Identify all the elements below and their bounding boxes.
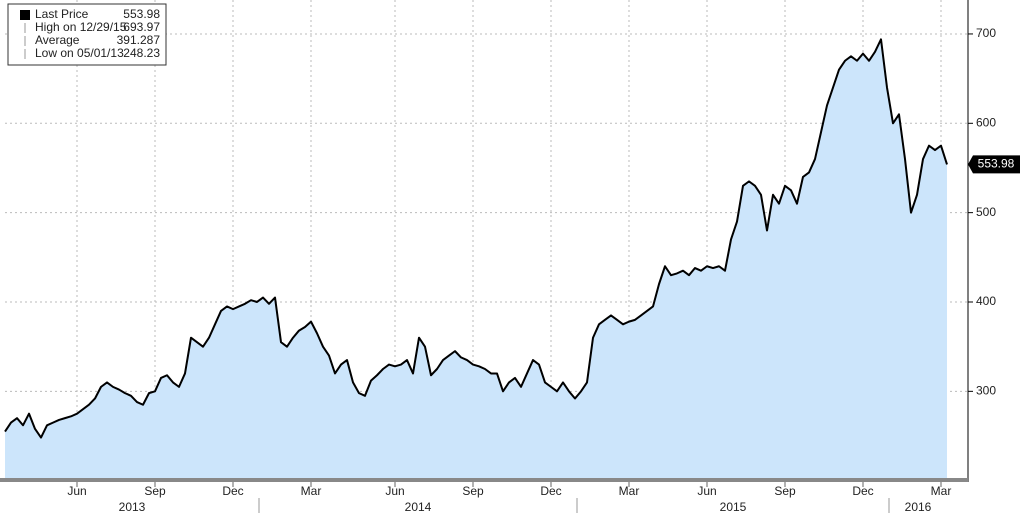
legend-value: 248.23 <box>123 46 160 60</box>
y-tick-label: 700 <box>976 26 996 40</box>
legend-label: High on 12/29/15 <box>35 20 127 34</box>
legend-value: 693.97 <box>123 20 160 34</box>
legend-value: 553.98 <box>123 7 160 21</box>
x-tick-label: Dec <box>540 484 561 498</box>
y-tick-label: 500 <box>976 205 996 219</box>
price-line <box>4 38 948 439</box>
last-price-label: 553.98 <box>978 157 1015 171</box>
year-label: 2013 <box>119 500 146 513</box>
legend-box <box>7 3 167 66</box>
area-fill <box>5 39 947 478</box>
x-tick-label: Mar <box>619 484 640 498</box>
x-tick-label: Sep <box>774 484 796 498</box>
x-tick-label: Jun <box>67 484 86 498</box>
legend-label: Average <box>35 33 80 47</box>
year-label: 2015 <box>720 500 747 513</box>
x-tick-label: Sep <box>462 484 484 498</box>
x-axis-bar <box>0 478 968 482</box>
y-tick-label: 600 <box>976 115 996 129</box>
legend-swatch <box>20 10 30 20</box>
y-tick-label: 400 <box>976 294 996 308</box>
x-tick-label: Jun <box>385 484 404 498</box>
legend-label: Low on 05/01/13 <box>35 46 124 60</box>
x-tick-label: Jun <box>697 484 716 498</box>
y-tick-label: 300 <box>976 384 996 398</box>
legend-label: Last Price <box>35 7 89 21</box>
year-label: 2014 <box>405 500 432 513</box>
x-tick-label: Mar <box>931 484 952 498</box>
x-tick-label: Dec <box>852 484 873 498</box>
x-tick-label: Dec <box>222 484 243 498</box>
last-price-marker <box>968 155 1020 174</box>
legend-value: 391.287 <box>117 33 161 47</box>
x-tick-label: Mar <box>301 484 322 498</box>
x-tick-label: Sep <box>144 484 166 498</box>
year-label: 2016 <box>905 500 932 513</box>
